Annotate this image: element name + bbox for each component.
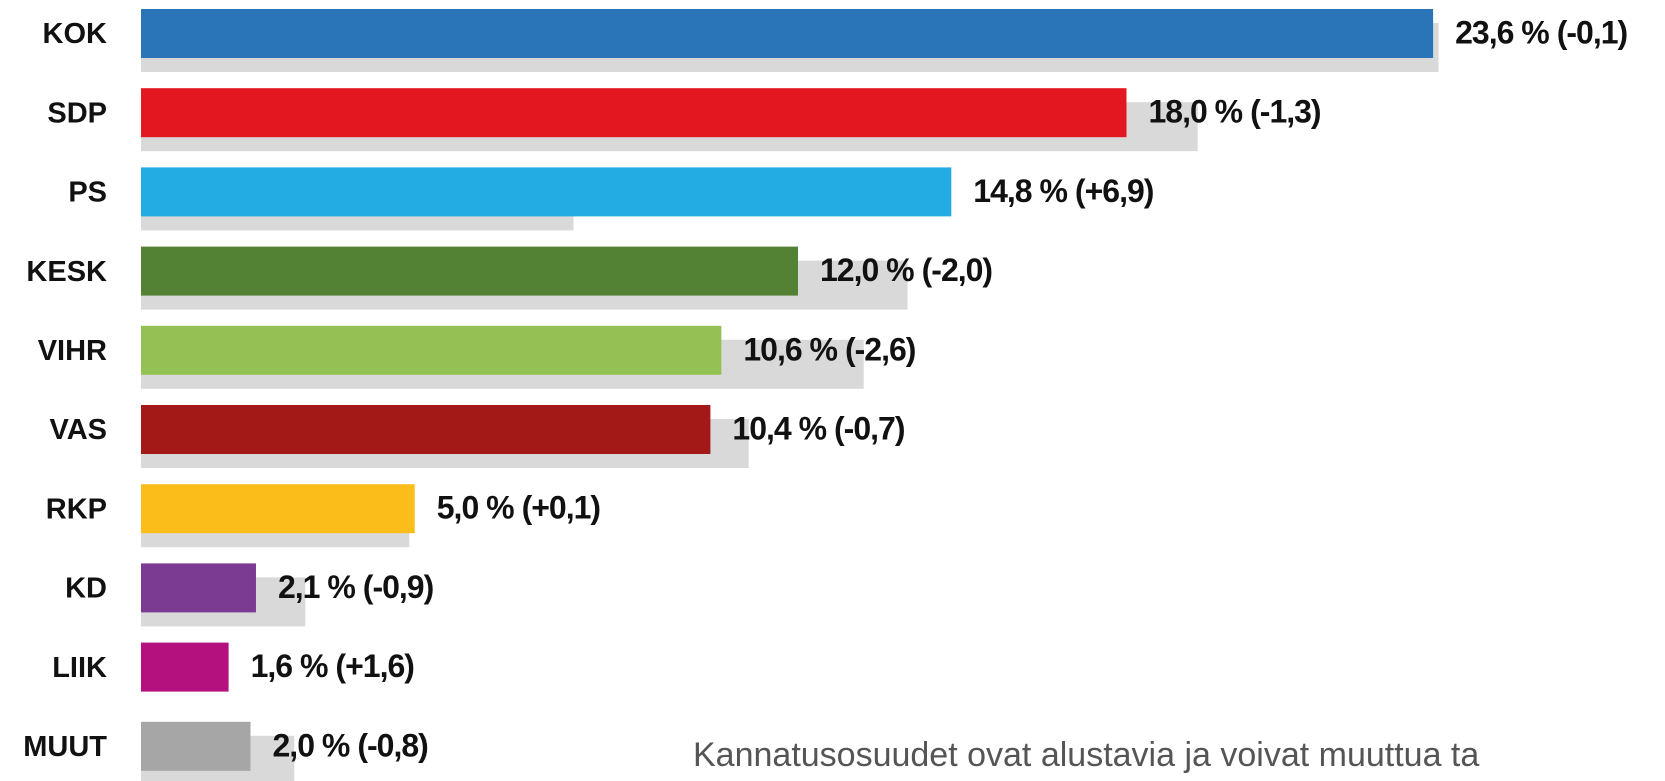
category-label: PS	[68, 177, 107, 209]
change: (+6,9)	[1075, 173, 1154, 209]
change: (-0,1)	[1557, 15, 1628, 51]
bar	[141, 167, 952, 217]
value: 10,4 %	[732, 411, 826, 447]
category-label: VAS	[50, 414, 107, 446]
change: (+0,1)	[522, 490, 601, 526]
value-label: 2,1 % (-0,9)	[278, 569, 434, 605]
value-label: 2,0 % (-0,8)	[273, 728, 429, 764]
value-label: 14,8 % (+6,9)	[973, 173, 1153, 209]
value-label: 23,6 % (-0,1)	[1455, 15, 1627, 51]
category-label: LIIK	[52, 652, 107, 684]
bar	[141, 721, 251, 771]
change: (-0,8)	[357, 728, 428, 764]
value: 2,0 %	[273, 728, 350, 764]
change: (-1,3)	[1250, 94, 1321, 130]
category-label: RKP	[46, 493, 107, 525]
bar	[141, 405, 711, 454]
category-label: KD	[65, 573, 107, 605]
value: 23,6 %	[1455, 15, 1549, 51]
value: 12,0 %	[820, 253, 914, 289]
value-label: 5,0 % (+0,1)	[437, 490, 601, 526]
value-label: 10,4 % (-0,7)	[732, 411, 904, 447]
change: (-0,7)	[834, 411, 905, 447]
bar	[141, 563, 256, 613]
category-label: SDP	[47, 97, 107, 129]
value: 14,8 %	[973, 173, 1067, 209]
footnote: Kannatusosuudet ovat alustavia ja voivat…	[693, 736, 1479, 774]
bar	[141, 88, 1127, 138]
change: (-2,6)	[845, 332, 916, 368]
value-label: 18,0 % (-1,3)	[1149, 94, 1321, 130]
change: (-2,0)	[922, 253, 993, 289]
value-label: 1,6 % (+1,6)	[251, 649, 415, 685]
value: 5,0 %	[437, 490, 514, 526]
bar	[141, 325, 722, 375]
category-label: VIHR	[38, 335, 107, 367]
bar	[141, 246, 798, 296]
category-label: MUUT	[23, 731, 107, 763]
value: 2,1 %	[278, 569, 355, 605]
bar	[141, 484, 415, 534]
bar	[141, 642, 229, 692]
value-label: 12,0 % (-2,0)	[820, 253, 992, 289]
change: (+1,6)	[335, 649, 414, 685]
value: 1,6 %	[251, 649, 328, 685]
value: 10,6 %	[743, 332, 837, 368]
value: 18,0 %	[1149, 94, 1243, 130]
category-label: KESK	[26, 256, 107, 288]
change: (-0,9)	[363, 569, 434, 605]
value-label: 10,6 % (-2,6)	[743, 332, 915, 368]
category-label: KOK	[43, 18, 108, 50]
bar	[141, 9, 1434, 58]
